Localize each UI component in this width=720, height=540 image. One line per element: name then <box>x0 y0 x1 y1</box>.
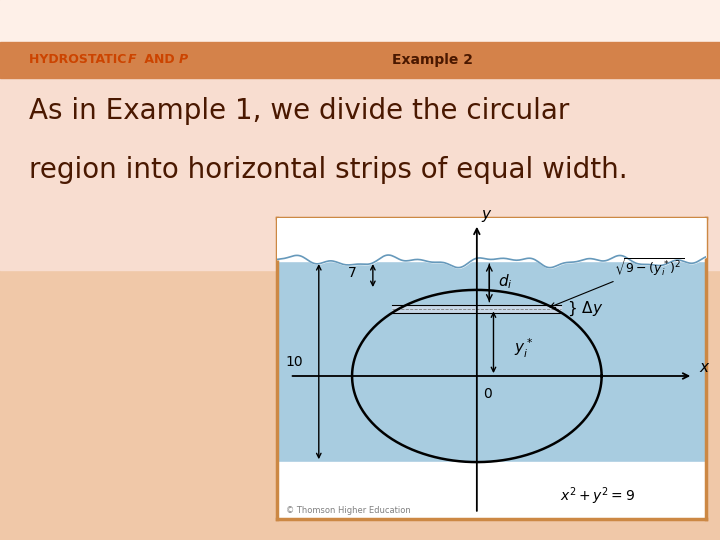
Text: As in Example 1, we divide the circular: As in Example 1, we divide the circular <box>29 97 570 125</box>
Text: $y_i^*$: $y_i^*$ <box>514 336 534 360</box>
Bar <box>0 42 720 78</box>
Text: y: y <box>482 207 491 222</box>
Polygon shape <box>352 290 602 462</box>
Bar <box>277 218 706 261</box>
Text: AND: AND <box>140 53 179 66</box>
Text: © Thomson Higher Education: © Thomson Higher Education <box>286 506 410 515</box>
Text: Example 2: Example 2 <box>392 53 472 67</box>
Text: $x^2 + y^2 = 9$: $x^2 + y^2 = 9$ <box>560 485 635 507</box>
Text: x: x <box>699 360 708 375</box>
Text: P: P <box>179 53 188 66</box>
Text: HYDROSTATIC: HYDROSTATIC <box>29 53 130 66</box>
Bar <box>0 70 720 270</box>
Text: 0: 0 <box>483 388 492 401</box>
Text: 10: 10 <box>285 355 302 369</box>
Text: region into horizontal strips of equal width.: region into horizontal strips of equal w… <box>29 156 627 184</box>
Text: $\}\ \Delta y$: $\}\ \Delta y$ <box>567 299 604 318</box>
Bar <box>277 462 706 519</box>
Bar <box>392 305 561 313</box>
Text: 7: 7 <box>348 266 356 280</box>
Bar <box>0 0 720 70</box>
Text: $\sqrt{9-(y_i^*)^2}$: $\sqrt{9-(y_i^*)^2}$ <box>550 256 684 307</box>
Text: F: F <box>128 53 137 66</box>
Text: $d_i$: $d_i$ <box>498 272 512 291</box>
